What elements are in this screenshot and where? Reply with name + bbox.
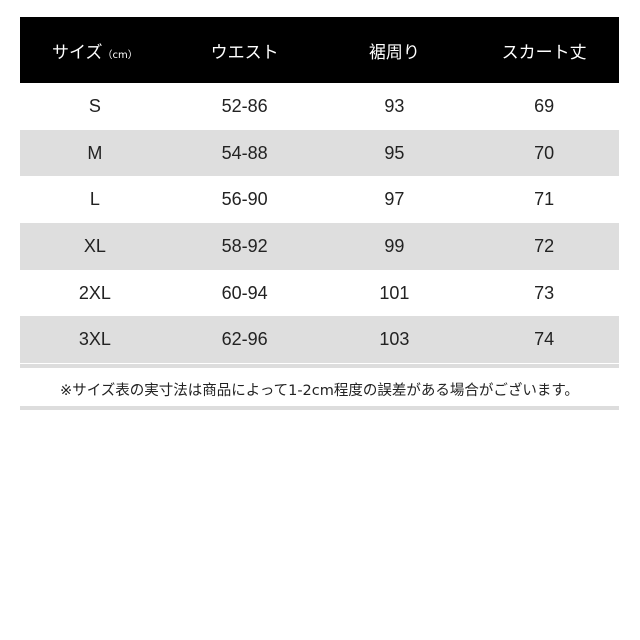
table-row: XL 58-92 99 72: [20, 223, 619, 270]
cell-length: 72: [534, 235, 555, 256]
cell-hem: 95: [384, 142, 405, 163]
size-chart-table: サイズ（cm） ウエスト 裾周り スカート丈 S 52-86 93 69 M 5…: [20, 17, 619, 364]
cell-size: L: [89, 189, 100, 210]
cell-size: 2XL: [78, 282, 111, 303]
header-hem: 裾周り: [368, 42, 420, 63]
cell-hem: 103: [379, 329, 410, 350]
cell-length: 69: [534, 95, 555, 116]
table-row: L 56-90 97 71: [20, 176, 619, 223]
cell-hem: 97: [384, 189, 405, 210]
cell-length: 71: [534, 189, 555, 210]
cell-waist: 56-90: [221, 189, 268, 210]
table-row: S 52-86 93 69: [20, 83, 619, 130]
cell-waist: 58-92: [221, 235, 268, 256]
cell-size: XL: [83, 235, 106, 256]
cell-hem: 93: [384, 95, 405, 116]
cell-hem: 99: [384, 235, 405, 256]
cell-size: M: [87, 142, 103, 163]
table-header: サイズ（cm） ウエスト 裾周り スカート丈: [20, 17, 619, 83]
cell-hem: 101: [379, 282, 410, 303]
header-size: サイズ（cm）: [20, 38, 170, 63]
cell-length: 73: [534, 282, 555, 303]
cell-waist: 54-88: [221, 142, 268, 163]
measurement-note: ※サイズ表の実寸法は商品によって1-2cm程度の誤差がある場合がございます。: [20, 364, 619, 410]
cell-size: 3XL: [78, 329, 111, 350]
cell-waist: 52-86: [221, 95, 268, 116]
header-unit: （cm）: [102, 49, 138, 61]
table-row: M 54-88 95 70: [20, 129, 619, 177]
cell-length: 70: [534, 142, 555, 163]
cell-waist: 62-96: [221, 329, 268, 350]
header-waist: ウエスト: [210, 42, 279, 63]
header-size-label: サイズ: [52, 42, 103, 63]
table-row: 3XL 62-96 103 74: [20, 316, 619, 364]
header-length: スカート丈: [501, 42, 587, 63]
table-row: 2XL 60-94 101 73: [20, 270, 619, 317]
cell-length: 74: [534, 329, 555, 350]
cell-size: S: [88, 95, 101, 116]
cell-waist: 60-94: [221, 282, 268, 303]
